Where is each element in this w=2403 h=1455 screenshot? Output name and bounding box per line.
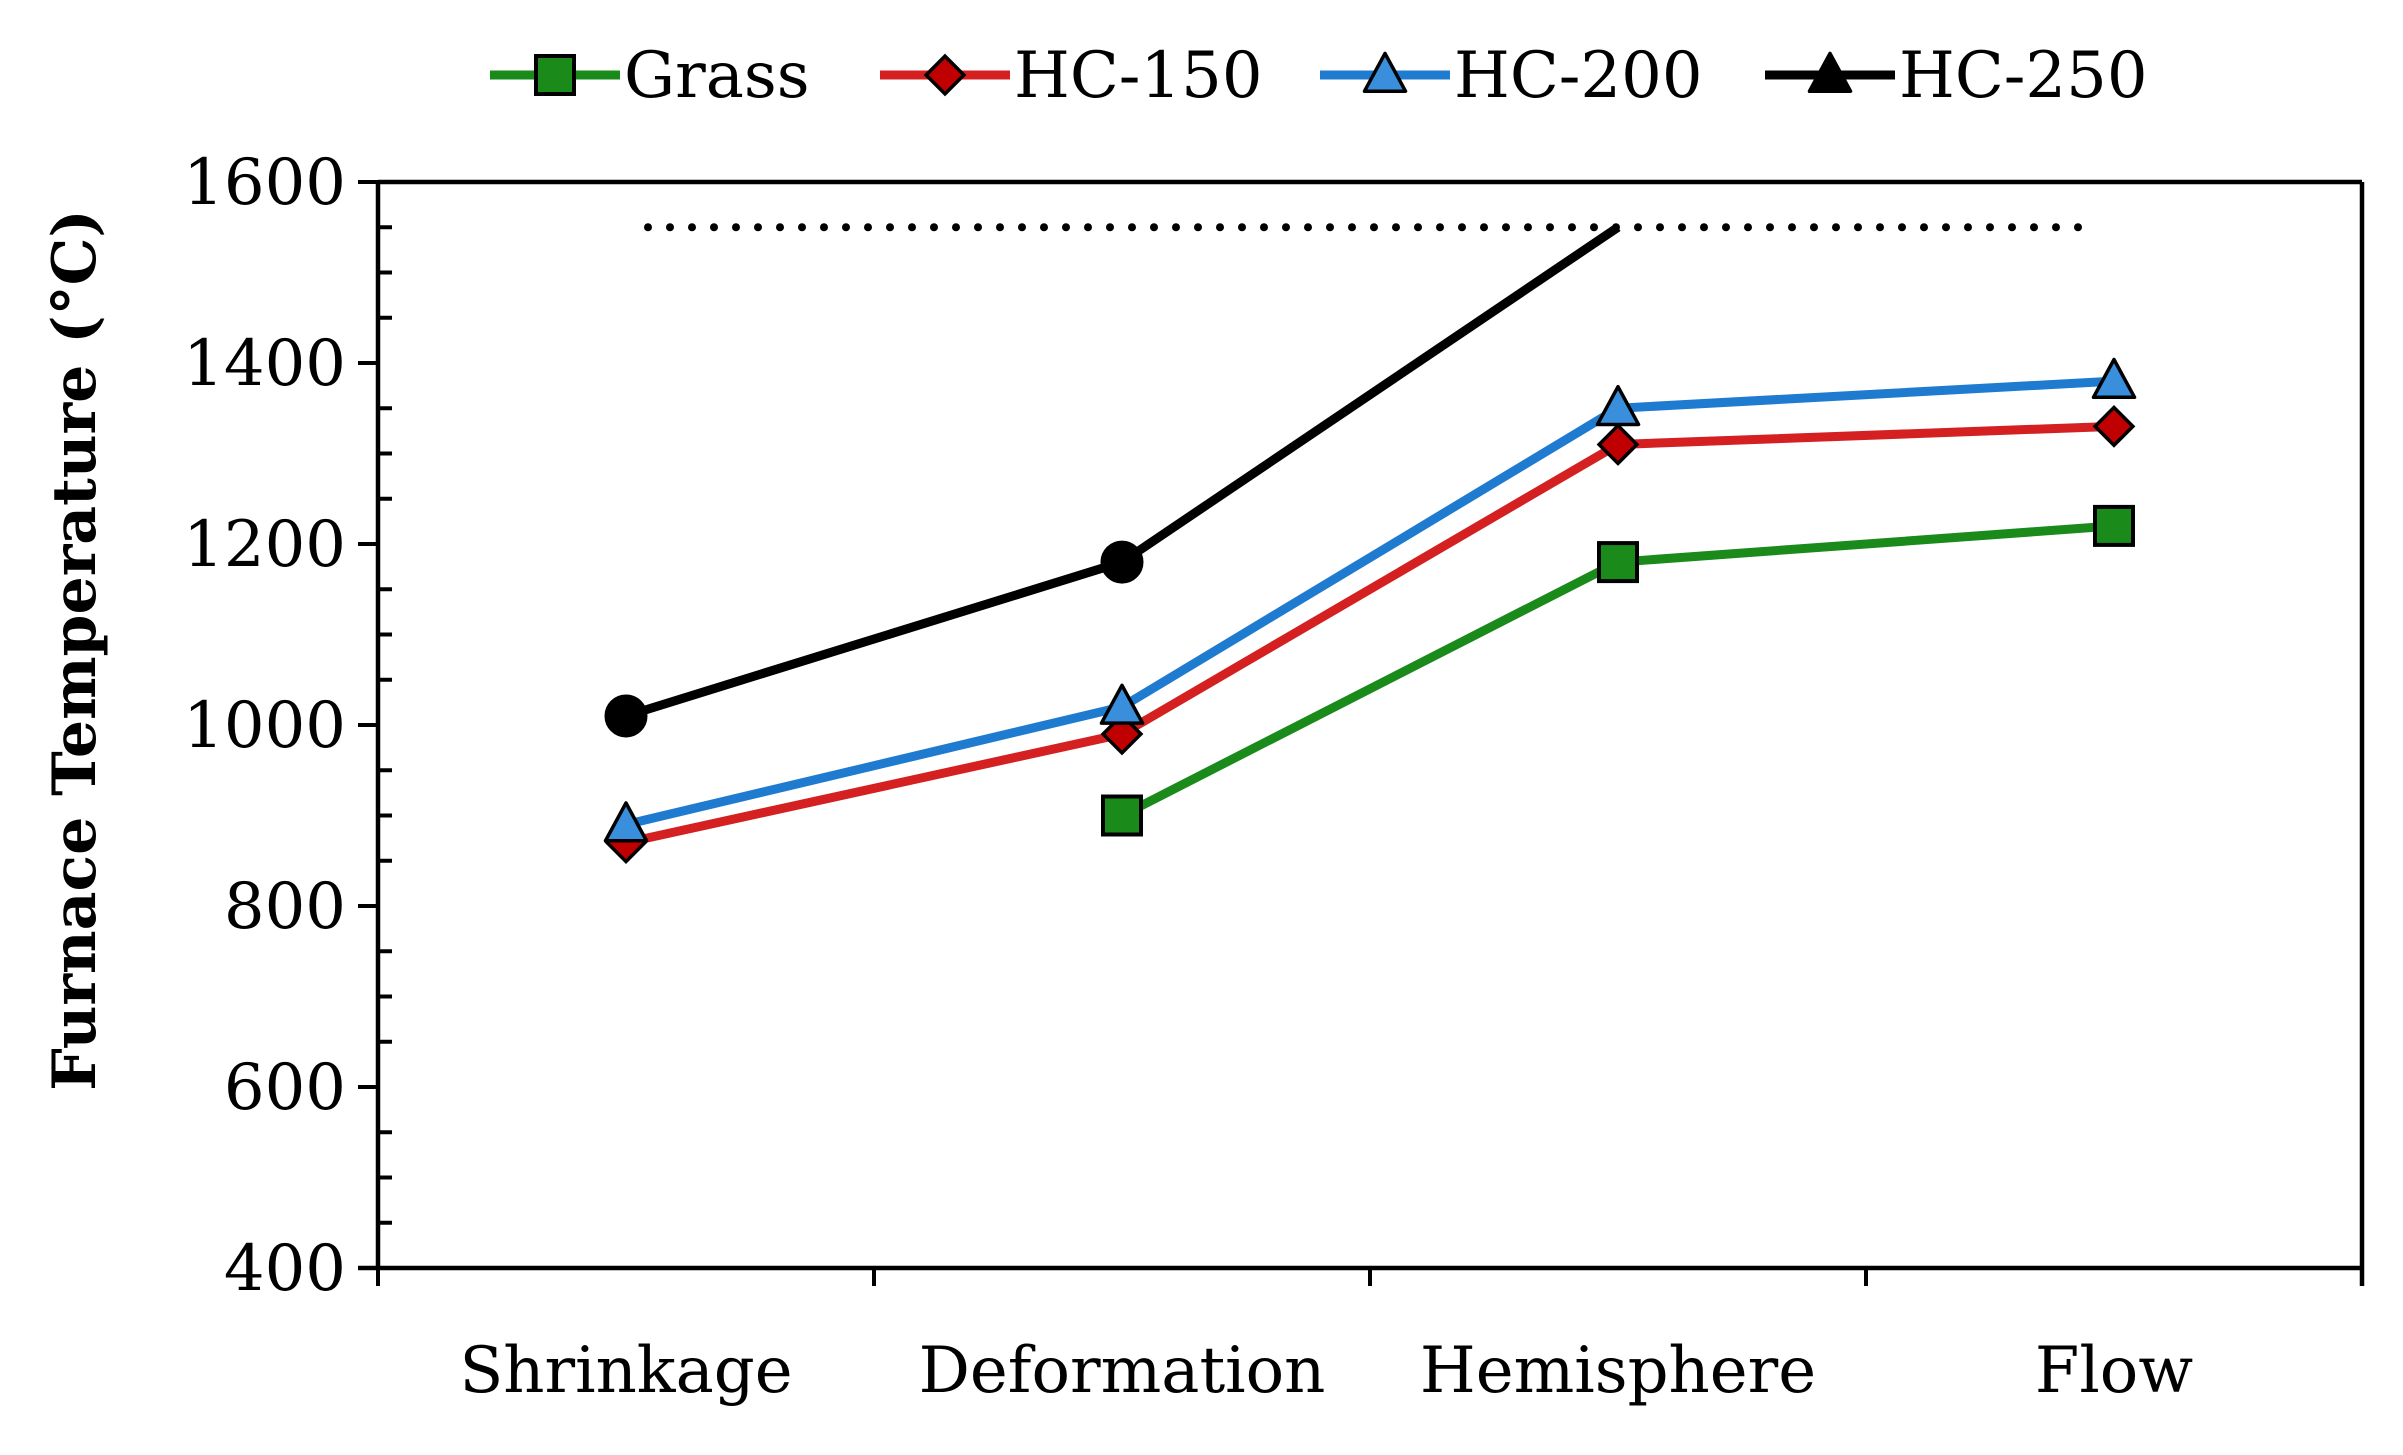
data-point-hc-250-deformation (1100, 540, 1144, 584)
y-tick-label: 1400 (183, 327, 346, 401)
legend-marker-hc-150 (923, 53, 967, 97)
legend-item-hc-250: HC-250 (1765, 39, 2148, 113)
legend-marker-hc-200 (1362, 51, 1408, 93)
series-hc-250 (604, 223, 1621, 738)
legend-label: HC-250 (1899, 39, 2148, 113)
data-point-hc-150-flow (2092, 404, 2136, 448)
data-point-hc-250-shrinkage (604, 694, 648, 738)
legend-label: HC-150 (1014, 39, 1263, 113)
data-point-hc-200-shrinkage (603, 801, 649, 843)
x-tick-label: Deformation (919, 1334, 1326, 1408)
y-tick-label: 1000 (183, 689, 346, 763)
series-grass (1101, 504, 2135, 837)
series-line-hc-200 (624, 376, 2115, 829)
legend-label: Grass (624, 39, 810, 113)
legend-item-hc-200: HC-200 (1320, 39, 1703, 113)
y-axis-title: Furnace Temperature (°C) (40, 209, 110, 1090)
data-point-grass-deformation (1101, 794, 1143, 837)
legend-item-grass: Grass (490, 39, 810, 113)
x-tick-label: Shrinkage (459, 1334, 792, 1408)
legend: Grass HC-150 HC-200 HC-250 (490, 39, 2148, 113)
series-hc-200 (603, 357, 2137, 843)
data-point-grass-flow (2093, 504, 2135, 547)
legend-label: HC-200 (1454, 39, 1703, 113)
axes: 400 600 800 1000 1200 1400 1600 Shrinkage Deform… (183, 146, 2365, 1408)
data-point-hc-200-hemisphere (1595, 384, 1641, 427)
legend-marker-grass (534, 54, 576, 96)
y-tick-label: 800 (224, 870, 346, 944)
y-tick-label: 600 (224, 1051, 346, 1125)
legend-marker-hc-250 (1807, 51, 1853, 93)
y-tick-label: 400 (224, 1232, 346, 1306)
data-point-hc-200-deformation (1099, 683, 1145, 725)
legend-item-hc-150: HC-150 (880, 39, 1263, 113)
series-hc-150 (604, 404, 2136, 865)
data-point-hc-200-flow (2091, 357, 2137, 400)
x-tick-label: Hemisphere (1420, 1334, 1816, 1408)
x-tick-label: Flow (2035, 1334, 2193, 1408)
series-layer (603, 223, 2137, 865)
y-tick-label: 1200 (183, 508, 346, 582)
y-tick-label: 1600 (183, 146, 346, 220)
data-point-hc-150-hemisphere (1596, 423, 1640, 466)
series-line-hc-150 (625, 421, 2115, 848)
data-point-grass-hemisphere (1597, 541, 1639, 584)
